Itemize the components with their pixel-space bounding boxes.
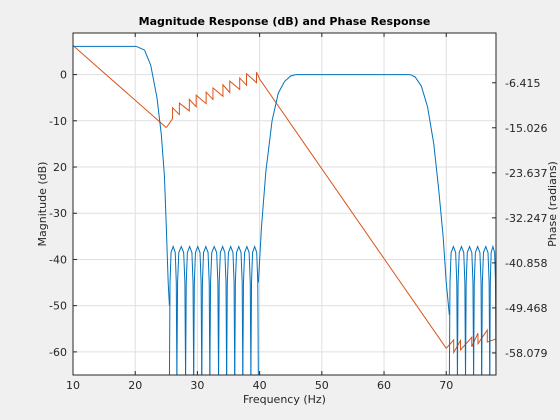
magnitude-stopband-lobe — [193, 245, 203, 375]
x-axis-label: Frequency (Hz) — [243, 393, 326, 406]
grid-layer — [72, 33, 496, 375]
y-right-tick-label: -23.637 — [505, 167, 547, 180]
magnitude-stopband-lobe — [176, 245, 187, 375]
phase-series-layer — [73, 45, 496, 355]
y-left-tick-label: 0 — [60, 69, 67, 82]
phase-line-segment — [445, 328, 496, 355]
magnitude-transition — [257, 74, 296, 283]
magnitude-stopband-lobe — [209, 245, 220, 375]
magnitude-stopband-lobe — [168, 244, 178, 375]
y-axis-left-ticks: 0 -10 20 -30 -40 -50 -60 — [49, 69, 77, 359]
x-tick-label: 20 — [128, 379, 142, 392]
y-right-tick-label: -49.468 — [505, 302, 547, 315]
x-tick-label: 60 — [377, 379, 391, 392]
magnitude-stopband-lobe — [185, 245, 195, 375]
magnitude-stopband-lobe — [242, 245, 252, 375]
x-tick-label: 50 — [315, 379, 329, 392]
x-tick-label: 10 — [66, 379, 80, 392]
phase-line-segment — [73, 45, 167, 129]
chart-title: Magnitude Response (dB) and Phase Respon… — [139, 15, 431, 28]
magnitude-stopband-lobe — [481, 245, 491, 375]
x-tick-label: 40 — [253, 379, 267, 392]
y-right-tick-label: -6.415 — [505, 77, 540, 90]
y-axis-right-ticks: -6.415 -15.026 -23.637 -32.247 -40.858 -49.46… — [492, 77, 547, 360]
magnitude-stopband-lobe — [465, 245, 475, 375]
y-left-tick-label: -10 — [49, 115, 67, 128]
magnitude-stopband-lobe — [234, 245, 244, 375]
y-left-tick-label: -30 — [49, 207, 67, 220]
y-right-tick-label: -15.026 — [505, 122, 547, 135]
y-left-tick-label: -50 — [49, 300, 67, 313]
y-right-tick-label: -40.858 — [505, 257, 547, 270]
y-left-tick-label: 20 — [53, 161, 67, 174]
y-axis-right-label: Phase (radians) — [546, 161, 559, 247]
magnitude-stopband-lobe — [456, 245, 466, 375]
magnitude-series-layer — [73, 45, 496, 375]
magnitude-stopband-lobe — [448, 245, 458, 375]
plot-area-background — [73, 33, 496, 375]
x-tick-label: 70 — [439, 379, 453, 392]
y-right-tick-label: -58.079 — [505, 347, 547, 360]
magnitude-stopband-lobe — [473, 245, 483, 375]
magnitude-transition — [136, 45, 170, 306]
magnitude-stopband-lobe — [226, 245, 236, 375]
magnitude-transition — [409, 74, 450, 315]
phase-line-segment — [165, 72, 258, 128]
y-left-tick-label: -60 — [49, 346, 67, 359]
magnitude-stopband-lobe — [201, 245, 211, 375]
magnitude-stopband-lobe — [250, 244, 259, 375]
y-axis-left-label: Magnitude (dB) — [36, 162, 49, 247]
y-left-tick-label: -40 — [49, 253, 67, 266]
plot-area-frame — [72, 32, 497, 376]
phase-line-segment — [256, 72, 447, 349]
y-right-tick-label: -32.247 — [505, 212, 547, 225]
magnitude-stopband-lobe — [218, 245, 228, 375]
x-tick-label: 30 — [190, 379, 204, 392]
x-axis-ticks: 10 20 30 40 50 60 70 — [66, 33, 453, 392]
